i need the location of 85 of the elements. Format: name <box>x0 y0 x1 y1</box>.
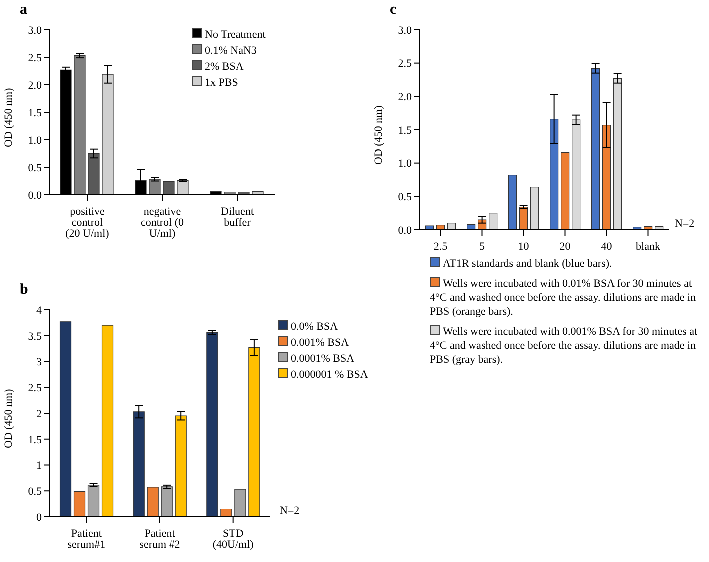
x-tick-label: positive control (20 U/ml) <box>66 206 110 240</box>
x-tick-label: Diluent buffer <box>221 206 254 229</box>
y-tick-label: 3.0 <box>398 24 412 37</box>
bar <box>175 416 187 517</box>
y-tick-label: 2.5 <box>28 52 42 64</box>
y-axis-title: OD (450 nm) <box>2 88 15 148</box>
y-tick-label: 0.0 <box>398 224 412 237</box>
legend-label: Wells were incubated with 0.01% BSA for 30 minutes at 4°C and washed once before the assay. dilutions are made in PBS (orange bars). <box>430 278 696 318</box>
y-tick-label: 1.5 <box>28 107 42 120</box>
legend-label: No Treatment <box>205 29 266 41</box>
bar <box>149 179 161 195</box>
y-tick-label: 3.0 <box>28 24 42 37</box>
bar <box>426 226 434 230</box>
bar <box>74 491 86 517</box>
y-tick-label: 0.5 <box>28 162 42 174</box>
x-tick-label: blank <box>636 240 661 253</box>
bar <box>248 347 260 517</box>
bar <box>177 180 189 195</box>
bar <box>147 487 159 517</box>
x-tick-label: Patient serum #2 <box>140 528 180 551</box>
y-tick-label: 1 <box>36 460 42 472</box>
bar <box>161 486 173 517</box>
bar <box>102 74 114 195</box>
y-tick-label: 0.5 <box>28 486 42 498</box>
bar <box>561 152 570 230</box>
x-tick-label: STD (40U/ml) <box>212 528 254 551</box>
legend-label: 1x PBS <box>205 77 238 89</box>
bar <box>508 175 518 230</box>
y-tick-label: 0 <box>36 512 42 524</box>
chart-title: a <box>20 2 28 19</box>
y-tick-label: 2.5 <box>398 58 412 70</box>
y-axis-title: OD (450 nm) <box>372 105 385 165</box>
x-tick-label: 10 <box>518 240 530 253</box>
chart-title: c <box>390 2 397 19</box>
legend-label: 0.001% BSA <box>291 337 350 349</box>
bar <box>489 213 498 230</box>
bar <box>220 508 232 517</box>
bar <box>614 78 622 230</box>
legend-label: AT1R standards and blank (blue bars). <box>443 258 612 270</box>
y-tick-label: 0.0 <box>28 190 42 202</box>
bar <box>102 325 114 517</box>
bar <box>88 485 100 517</box>
bar <box>602 125 612 230</box>
y-tick-label: 2.0 <box>398 92 412 104</box>
bar <box>163 182 175 195</box>
bar <box>234 489 246 517</box>
legend-label: Wells were incubated with 0.001% BSA for 30 minutes at 4°C and washed once before the assay. dilutions are made in PBS (gray bars). <box>430 326 698 366</box>
y-tick-label: 0.5 <box>398 192 412 204</box>
text: N=2 <box>675 218 695 230</box>
x-tick-label: 40 <box>601 240 613 253</box>
y-tick-label: 1.5 <box>398 124 412 137</box>
x-tick-label: negative control (0 U/ml) <box>140 206 185 240</box>
bar <box>572 120 581 230</box>
y-tick-label: 4 <box>36 304 42 317</box>
y-tick-label: 1.5 <box>28 434 42 446</box>
legend-label: 0.000001 % BSA <box>291 369 368 381</box>
legend-label: 0.0001% BSA <box>291 353 355 365</box>
bar <box>436 225 446 230</box>
bar <box>520 207 528 230</box>
legend-label: 0.1% NaN3 <box>205 45 257 57</box>
bar <box>448 223 456 230</box>
bar <box>530 187 540 230</box>
x-tick-label: 2.5 <box>434 240 448 253</box>
bar <box>88 153 100 195</box>
chart-title: b <box>20 282 28 299</box>
bar <box>60 322 72 517</box>
y-tick-label: 2.5 <box>28 382 42 395</box>
y-tick-label: 1.0 <box>28 134 42 147</box>
y-axis-title: OD (450 nm) <box>2 388 15 448</box>
y-tick-label: 1.0 <box>398 158 412 170</box>
y-tick-label: 2.0 <box>28 80 42 92</box>
legend-label: 2% BSA <box>205 61 244 73</box>
legend-label: 0.0% BSA <box>291 321 338 333</box>
bar <box>133 412 145 517</box>
bar <box>592 68 600 230</box>
text: N=2 <box>280 505 300 517</box>
bar <box>550 119 559 230</box>
x-tick-label: 5 <box>480 240 486 253</box>
bar <box>74 56 86 195</box>
x-tick-label: 20 <box>560 240 572 253</box>
y-tick-label: 3 <box>36 356 42 369</box>
bar <box>206 332 218 517</box>
y-tick-label: 2 <box>36 408 42 420</box>
y-tick-label: 3.5 <box>28 330 42 343</box>
x-tick-label: Patient serum#1 <box>68 528 106 551</box>
